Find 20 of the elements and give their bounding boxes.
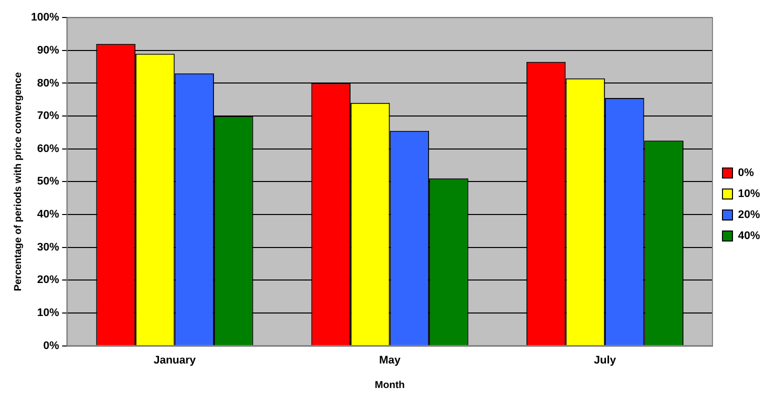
x-axis-title: Month [374,380,405,391]
y-tick-label: 20% [37,274,60,286]
legend-label: 20% [738,209,760,222]
y-tick-label: 80% [37,77,60,90]
y-tick-label: 90% [37,44,60,56]
x-tick-label: July [594,354,617,366]
y-tick-label: 50% [37,176,60,188]
y-tick-label: 0% [43,340,60,352]
y-tick-label: 40% [37,208,60,221]
x-tick-label: January [154,354,197,366]
y-tick-label: 100% [30,12,60,24]
y-tick-label: 70% [37,110,60,122]
y-tick-label: 10% [37,307,60,320]
y-axis-title: Percentage of periods with price convergence [12,72,24,292]
y-tick-label: 60% [37,142,60,155]
legend-label: 10% [738,188,760,200]
y-tick-label: 30% [37,241,60,254]
legend-label: 0% [738,167,754,180]
legend-label: 40% [738,230,760,242]
x-tick-label: May [379,354,402,366]
